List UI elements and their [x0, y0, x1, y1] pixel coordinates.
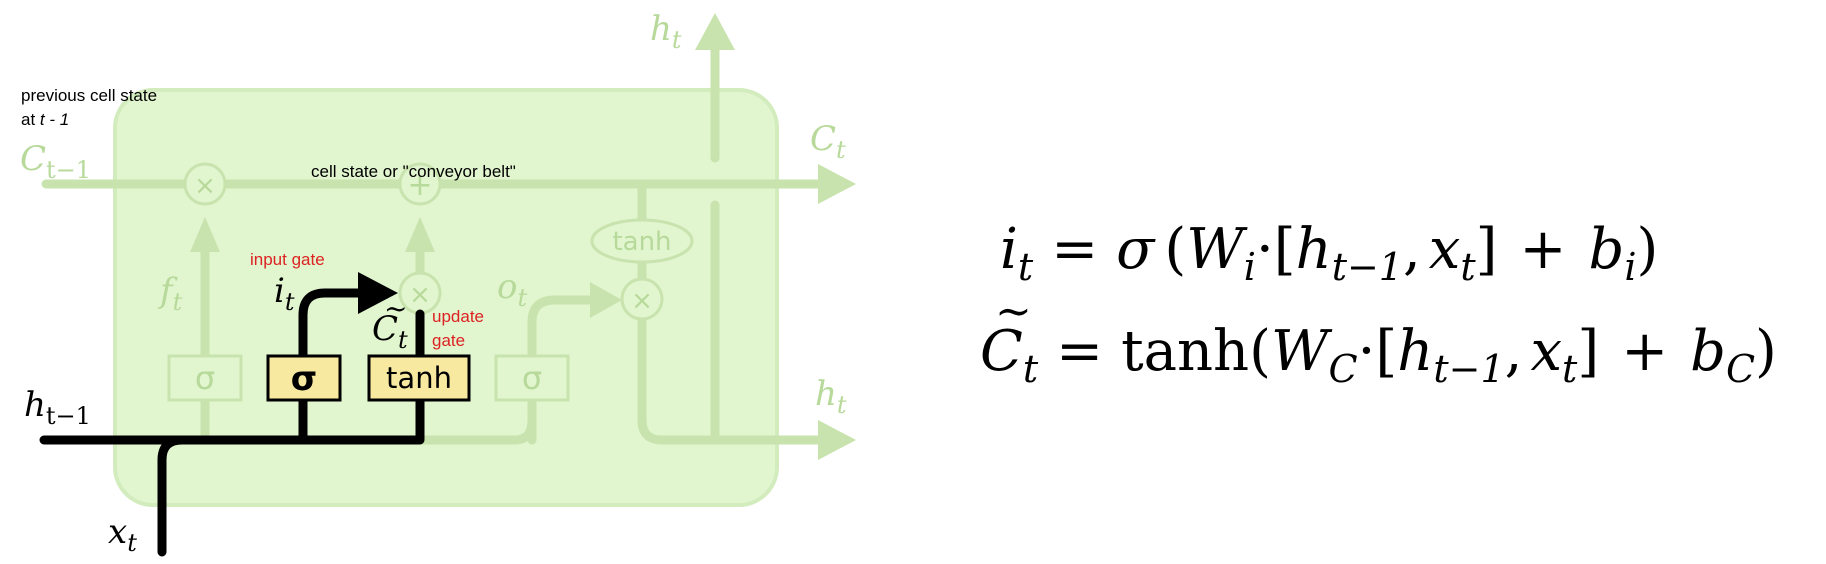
x-t-label: xt [108, 512, 137, 557]
c-prev-label: Ct−1 [20, 139, 91, 184]
output-multiply-symbol: × [631, 286, 653, 316]
forget-sigma-box [167, 354, 243, 402]
prev-cell-note-line1: previous cell state [21, 86, 157, 105]
hidden-top-arrowhead [695, 13, 735, 50]
x-t-line [157, 435, 187, 557]
input-gate-note: input gate [250, 250, 325, 269]
cell-add-circle [398, 162, 442, 206]
lstm-cell-diagram: × + × × tanh σ σ Ct−1 Ct h [20, 9, 856, 557]
active-labels: ht−1 xt it ~ Ct [24, 271, 408, 557]
output-multiply-circle [620, 277, 664, 321]
cell-tanh-label: tanh [612, 227, 671, 257]
c-tilde-label: Ct [372, 309, 408, 354]
input-sigma-box [266, 354, 342, 402]
c-t-label: Ct [810, 119, 846, 164]
output-to-multiply [527, 295, 607, 327]
candidate-tanh-label: tanh [386, 361, 452, 395]
h-top-label: ht [650, 9, 682, 54]
output-right-arrowhead [590, 282, 622, 318]
forget-up-arrowhead [190, 217, 220, 252]
faded-connections [41, 41, 825, 445]
i-t-label: it [274, 271, 295, 316]
cell-add-symbol: + [407, 168, 432, 203]
update-gate-note-line2: gate [432, 331, 465, 350]
forget-sigma-label: σ [195, 359, 215, 397]
input-gate-arrowhead [358, 272, 398, 314]
active-connections [39, 288, 425, 557]
cell-state-arrowhead [818, 164, 856, 204]
forget-multiply-circle [183, 162, 227, 206]
hidden-right-arrowhead [818, 420, 856, 460]
active-gates: σ tanh [266, 354, 471, 402]
faded-gates: σ σ [167, 354, 570, 402]
faded-operators: × + × × tanh [183, 162, 694, 321]
input-sigma-label: σ [291, 359, 317, 399]
h-right-label: ht [815, 374, 847, 419]
equation-candidate-accent: ~ [995, 286, 1032, 337]
input-gate-path [298, 288, 367, 361]
input-up-arrowhead [405, 217, 435, 252]
faded-labels: Ct−1 Ct ht ht ft ot [20, 9, 847, 419]
annotations: previous cell state at t - 1 cell state … [21, 86, 516, 350]
input-multiply-symbol: × [409, 280, 431, 310]
multiply-to-hidden-wire [637, 315, 825, 445]
h-prev-label: ht−1 [24, 385, 91, 430]
cell-state-note: cell state or "conveyor belt" [311, 162, 516, 181]
equation-input-gate: it = σ (Wi·[ht−1, xt] + bi) [1000, 217, 1658, 289]
equations: it = σ (Wi·[ht−1, xt] + bi) ~ Ct = tanh(WC·[ht−1… [980, 217, 1777, 391]
prev-cell-note-line2: at t - 1 [21, 110, 69, 129]
candidate-tanh-box [367, 354, 471, 402]
output-sigma-label: σ [522, 359, 542, 397]
c-tilde-accent: ~ [384, 292, 407, 325]
o-t-label: ot [497, 267, 527, 312]
update-gate-note-line1: update [432, 307, 484, 326]
faded-arrowheads [190, 13, 856, 460]
cell-tanh-ellipse [590, 218, 694, 264]
equation-candidate: Ct = tanh(WC·[ht−1, xt] + bC) [980, 319, 1777, 391]
output-sigma-box [494, 354, 570, 402]
forget-multiply-symbol: × [194, 171, 216, 201]
